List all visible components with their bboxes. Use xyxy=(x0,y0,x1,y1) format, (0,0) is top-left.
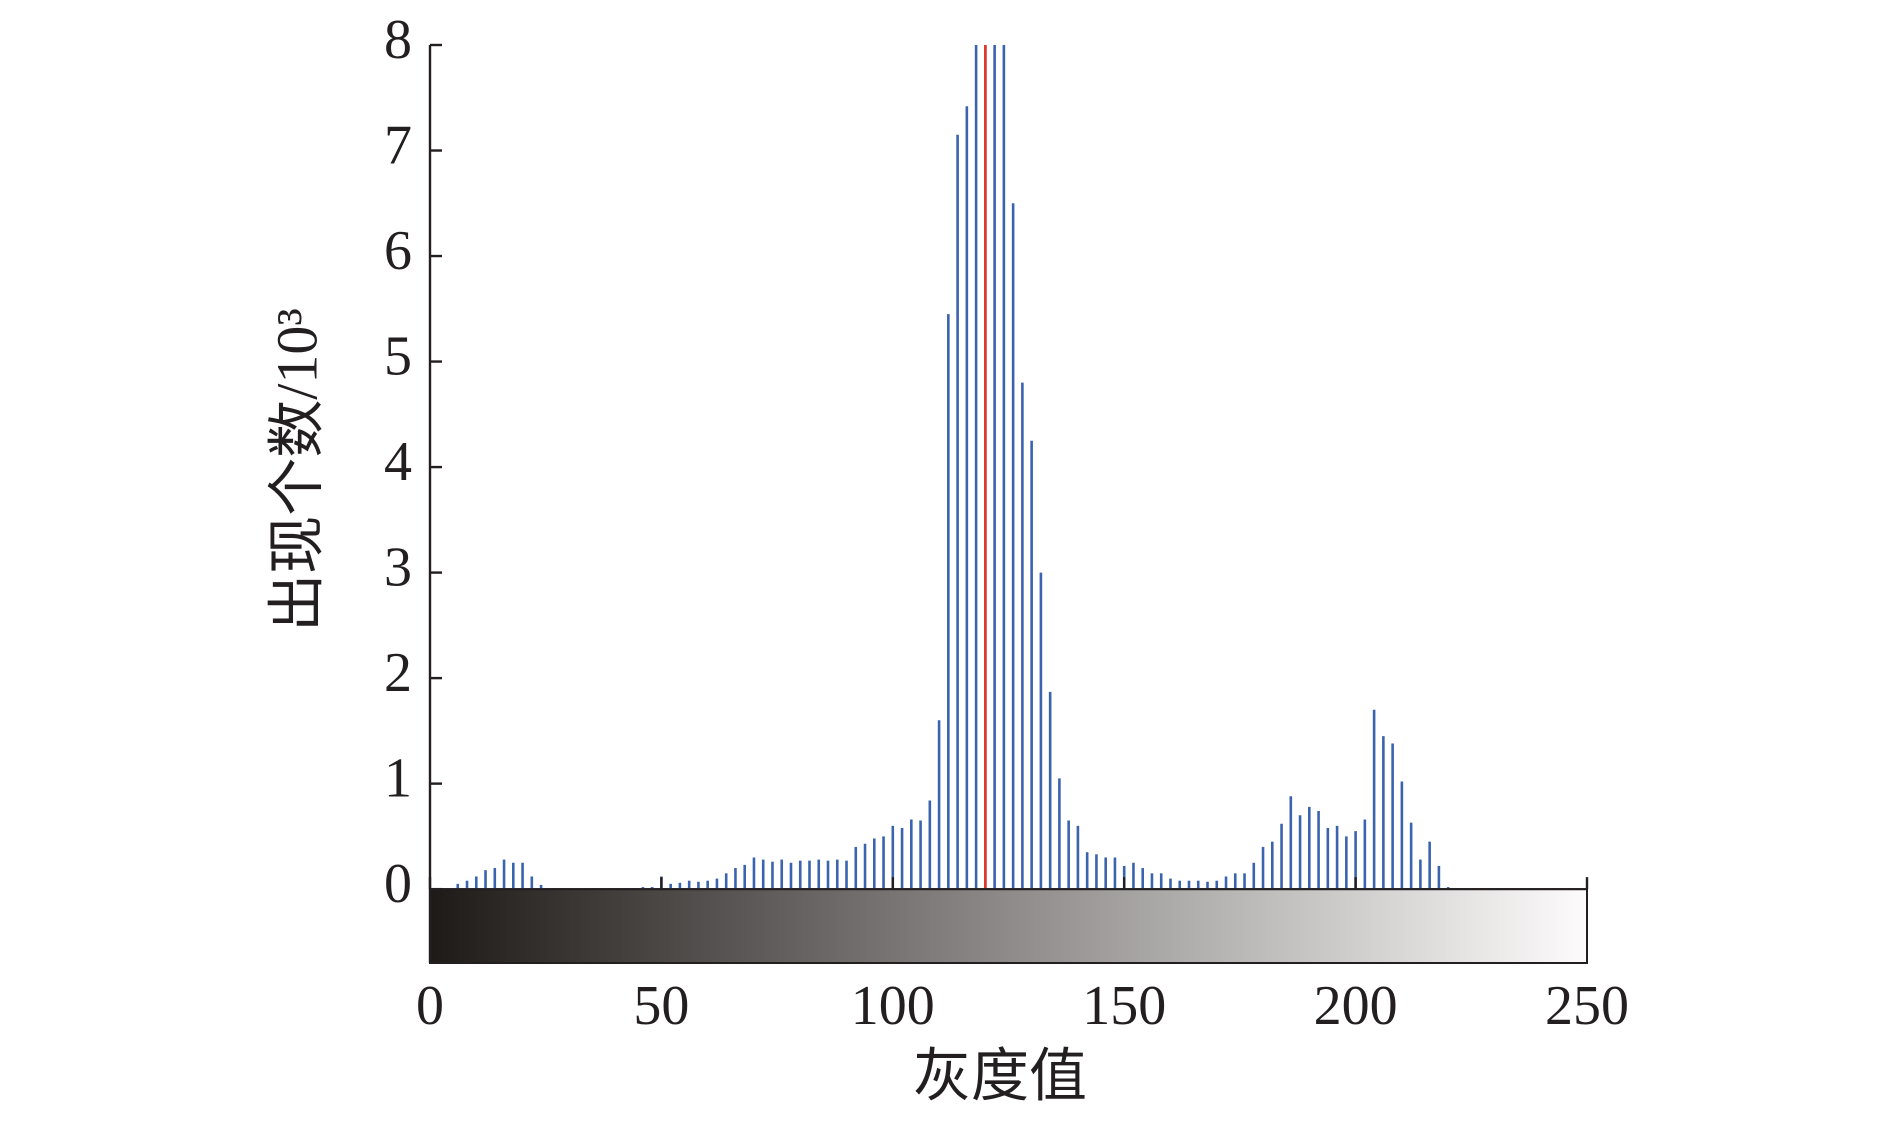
y-tick-label: 2 xyxy=(384,642,412,704)
bars xyxy=(456,45,1524,890)
x-tick-label: 250 xyxy=(1545,975,1629,1037)
y-axis-label: 出现个数/10³ xyxy=(264,308,329,632)
y-tick-label: 1 xyxy=(384,747,412,809)
x-tick-label: 50 xyxy=(633,975,689,1037)
colorbar xyxy=(429,888,1588,965)
x-tick-label: 100 xyxy=(851,975,935,1037)
y-tick-label: 5 xyxy=(384,325,412,387)
y-tick-label: 0 xyxy=(384,853,412,915)
y-tick-label: 7 xyxy=(384,114,412,176)
x-tick-label: 0 xyxy=(416,975,444,1037)
x-tick-label: 150 xyxy=(1082,975,1166,1037)
x-axis-label: 灰度值 xyxy=(913,1043,1087,1108)
y-tick-label: 4 xyxy=(384,431,412,493)
x-tick-label: 200 xyxy=(1314,975,1398,1037)
y-tick-label: 3 xyxy=(384,536,412,598)
y-tick-label: 6 xyxy=(384,220,412,282)
y-tick-label: 8 xyxy=(384,9,412,71)
